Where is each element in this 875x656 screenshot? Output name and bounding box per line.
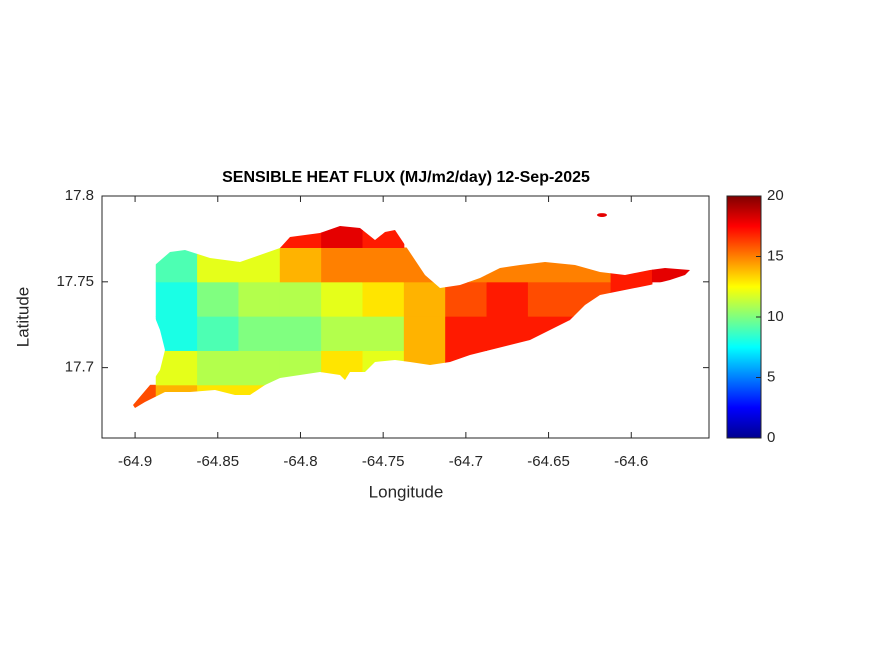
heat-cell [321, 350, 363, 386]
heat-cell [445, 247, 488, 283]
heat-cell [238, 316, 281, 351]
heat-cell [238, 350, 281, 386]
heat-cell [362, 350, 405, 386]
heat-cell [197, 350, 239, 386]
x-tick-label: -64.7 [449, 453, 483, 470]
heat-cell [362, 316, 405, 351]
heat-cell [362, 213, 405, 248]
heat-cell [403, 281, 446, 317]
heat-cell [527, 247, 570, 283]
heat-cell [279, 281, 322, 317]
heat-cell [321, 247, 363, 283]
colorbar-tick-label: 0 [767, 429, 775, 446]
x-axis-label: Longitude [369, 482, 444, 501]
axes-box [101, 195, 710, 439]
heat-cell [610, 247, 653, 283]
heat-cell [527, 281, 570, 317]
heat-cell [197, 316, 239, 351]
colorbar [726, 195, 762, 439]
heat-cell [486, 281, 529, 317]
colorbar-tick-label: 15 [767, 247, 784, 264]
heat-cell [197, 384, 239, 408]
heat-cell [445, 316, 488, 351]
chart-title: SENSIBLE HEAT FLUX (MJ/m2/day) 12-Sep-20… [222, 169, 590, 186]
heat-cell [279, 384, 322, 408]
y-tick-label: 17.75 [56, 273, 94, 290]
colorbar-tick-label: 20 [767, 187, 784, 204]
heat-cell [610, 281, 653, 317]
heat-cell [445, 350, 488, 386]
x-tick-label: -64.6 [614, 453, 648, 470]
heat-cell [197, 281, 239, 317]
heat-cell [527, 316, 570, 351]
heat-cell [279, 350, 322, 386]
heat-cell [569, 316, 612, 351]
colorbar-tick-label: 10 [767, 308, 784, 325]
heat-cell [321, 281, 363, 317]
heat-cell [155, 384, 198, 408]
heat-cell [486, 316, 529, 351]
heat-cell [362, 247, 405, 283]
heat-cell [321, 316, 363, 351]
y-tick-label: 17.7 [65, 359, 94, 376]
x-tick-label: -64.9 [118, 453, 152, 470]
heat-cell [197, 247, 239, 283]
heat-cell [403, 247, 446, 283]
heat-cell [155, 281, 198, 317]
heat-cell [403, 350, 446, 386]
heat-cell [486, 247, 529, 283]
heat-cell [155, 350, 198, 386]
heat-cell [403, 316, 446, 351]
colorbar-tick-label: 5 [767, 368, 775, 385]
x-tick-label: -64.85 [197, 453, 240, 470]
heat-cell [279, 316, 322, 351]
heat-cell [279, 247, 322, 283]
heat-cell [155, 247, 198, 283]
x-tick-label: -64.65 [527, 453, 570, 470]
heat-cell [321, 213, 363, 248]
heat-cell [569, 213, 612, 248]
x-tick-label: -64.8 [283, 453, 317, 470]
heat-cell [445, 281, 488, 317]
x-tick-label: -64.75 [362, 453, 405, 470]
heat-cell [569, 247, 612, 283]
heat-field [133, 213, 690, 408]
heat-cell [238, 384, 281, 408]
heat-cell [362, 281, 405, 317]
heat-cell [238, 247, 281, 283]
heat-cell [569, 281, 612, 317]
y-tick-label: 17.8 [65, 187, 94, 204]
heat-cell [133, 384, 157, 408]
heat-cell [279, 213, 322, 248]
heat-cell [155, 316, 198, 351]
heat-cell [238, 281, 281, 317]
y-axis-label: Latitude [13, 287, 32, 348]
heat-cell [651, 247, 690, 283]
